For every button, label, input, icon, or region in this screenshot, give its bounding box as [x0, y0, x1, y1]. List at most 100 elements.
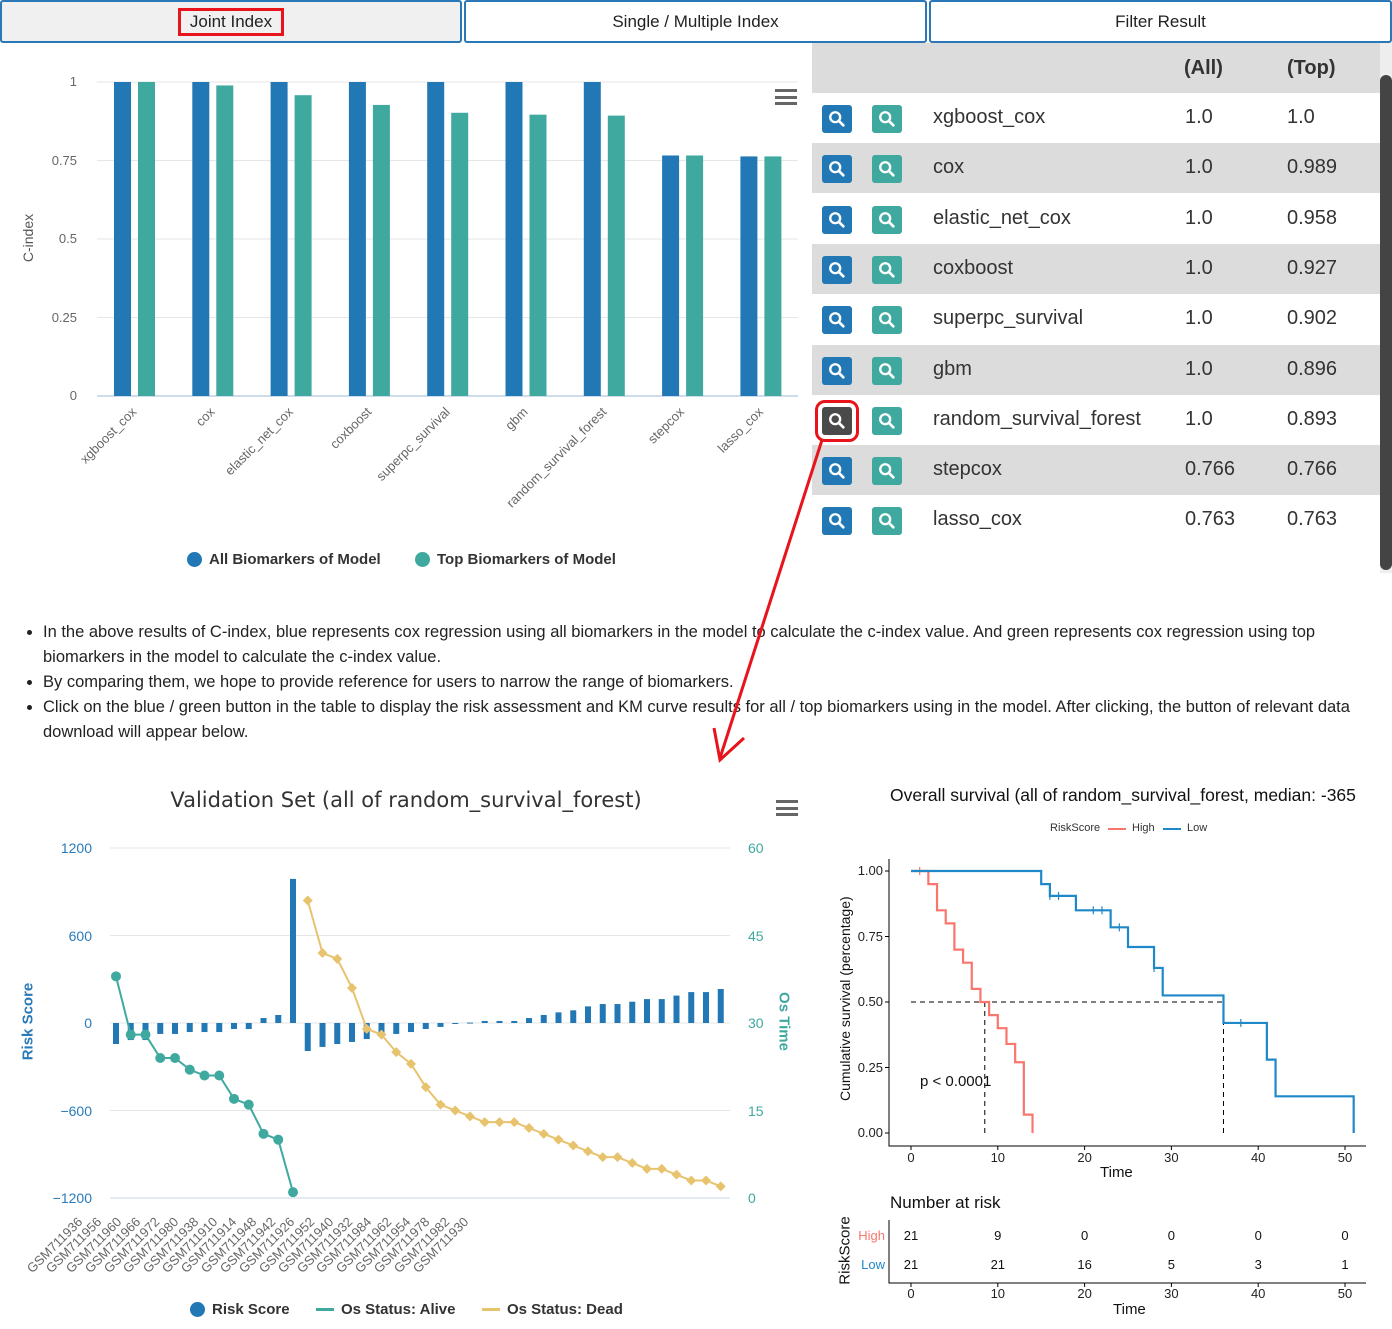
os-dead-point [391, 1047, 402, 1058]
risk-score-bar [304, 1023, 311, 1051]
view-all-biomarkers-button[interactable] [822, 306, 852, 335]
os-dead-point [524, 1123, 534, 1133]
y-tick-label: 0.00 [857, 1125, 883, 1140]
y-tick-label: 1 [69, 74, 77, 89]
view-all-biomarkers-button[interactable] [822, 105, 852, 133]
view-top-biomarkers-button[interactable] [872, 205, 902, 234]
bar-all [348, 82, 366, 396]
bar-top [372, 104, 390, 396]
view-top-biomarkers-button[interactable] [872, 356, 902, 385]
right-y-tick-label: 0 [748, 1190, 756, 1206]
os-dead-point [583, 1146, 593, 1157]
y-tick-label: 0.25 [857, 1059, 883, 1075]
y-tick-label: 1.00 [857, 863, 883, 878]
bar-all [583, 82, 601, 396]
search-icon [879, 261, 895, 278]
view-top-biomarkers-button[interactable] [872, 457, 902, 486]
x-tick-label: 0 [907, 1150, 915, 1165]
risk-count: 0 [1167, 1228, 1175, 1243]
risk-table-y-title: RiskScore [836, 1216, 854, 1285]
view-all-biomarkers-button[interactable] [822, 155, 852, 184]
tab-label: Joint Index [177, 7, 285, 36]
os-dead-point [332, 953, 343, 964]
tab-filter-result[interactable]: Filter Result [929, 0, 1392, 43]
risk-count: 21 [990, 1257, 1006, 1272]
table-row: gbm 1.0 0.896 [812, 344, 1380, 395]
view-top-biomarkers-button[interactable] [872, 306, 902, 335]
bar-top [294, 95, 312, 397]
header-cindex-top: (Top) [1287, 57, 1336, 79]
search-icon [879, 211, 895, 228]
risk-count: 0 [1341, 1228, 1349, 1243]
risk-score-bar [570, 1010, 577, 1023]
view-top-biomarkers-button[interactable] [872, 406, 902, 435]
cindex-all: 1.0 [1185, 307, 1213, 330]
legend-label: Os Status: Dead [507, 1301, 623, 1318]
view-all-biomarkers-button[interactable] [815, 399, 859, 442]
os-dead-point [494, 1117, 505, 1128]
os-dead-point [656, 1163, 667, 1174]
view-top-biomarkers-button[interactable] [872, 507, 902, 536]
view-all-biomarkers-button[interactable] [822, 205, 852, 234]
risk-x-tick-label: 40 [1250, 1286, 1266, 1301]
x-tick-label: 50 [1337, 1150, 1353, 1165]
risk-score-bar [585, 1006, 591, 1023]
cindex-all: 0.766 [1185, 458, 1236, 481]
note-item: Click on the blue / green button in the … [43, 695, 1362, 745]
left-y-tick-label: 600 [68, 927, 92, 944]
search-icon [879, 362, 895, 379]
model-name: elastic_net_cox [933, 206, 1071, 229]
risk-score-bar [231, 1023, 237, 1029]
legend-dot [415, 552, 430, 567]
view-all-biomarkers-button[interactable] [822, 457, 852, 486]
risk-score-bar [113, 1023, 119, 1044]
table-row: random_survival_forest 1.0 0.893 [812, 395, 1380, 445]
bar-all [505, 82, 523, 396]
left-y-tick-label: −1200 [52, 1190, 92, 1206]
risk-score-bar [157, 1023, 164, 1034]
legend-label: Risk Score [212, 1301, 290, 1318]
view-top-biomarkers-button[interactable] [872, 105, 902, 133]
chart-menu-icon[interactable] [776, 800, 798, 816]
risk-score-bar [511, 1020, 518, 1023]
chart-menu-icon[interactable] [775, 89, 797, 105]
os-alive-point [273, 1134, 284, 1145]
os-dead-point [671, 1169, 682, 1180]
view-top-biomarkers-button[interactable] [872, 155, 902, 184]
model-name: gbm [933, 357, 972, 380]
os-dead-point [686, 1175, 697, 1186]
legend-dot [187, 552, 202, 567]
tab-joint-index[interactable]: Joint Index [0, 0, 462, 43]
os-dead-point [509, 1117, 520, 1128]
os-dead-point [302, 895, 313, 906]
risk-x-tick-label: 10 [990, 1286, 1006, 1301]
risk-score-bar [717, 989, 724, 1023]
cindex-all: 1.0 [1185, 106, 1213, 128]
risk-score-bar [349, 1023, 355, 1042]
cindex-top: 0.893 [1287, 407, 1338, 430]
view-all-biomarkers-button[interactable] [822, 507, 852, 536]
os-alive-point [111, 971, 121, 982]
risk-score-bar [540, 1014, 547, 1023]
risk-score-bar [599, 1004, 606, 1023]
os-alive-point [288, 1187, 298, 1198]
view-top-biomarkers-button[interactable] [872, 255, 902, 284]
os-alive-point [229, 1093, 239, 1104]
view-all-biomarkers-button[interactable] [822, 356, 852, 385]
search-icon [879, 312, 895, 328]
risk-score-bar [629, 1001, 636, 1023]
os-dead-point [465, 1111, 475, 1122]
x-tick-label: 20 [1077, 1150, 1092, 1165]
tab-single-multiple-index[interactable]: Single / Multiple Index [464, 0, 927, 43]
bar-all [740, 156, 758, 396]
cindex-all: 1.0 [1185, 206, 1213, 229]
scrollbar-thumb[interactable] [1380, 75, 1392, 570]
view-all-biomarkers-button[interactable] [822, 255, 852, 284]
table-row: superpc_survival 1.0 0.902 [812, 294, 1380, 344]
os-dead-point [538, 1128, 549, 1139]
table-scrollbar[interactable] [1380, 43, 1392, 573]
risk-score-bar [467, 1022, 473, 1024]
model-name: random_survival_forest [933, 407, 1141, 430]
legend-label: Top Biomarkers of Model [437, 551, 616, 568]
risk-score-bar [496, 1020, 503, 1023]
